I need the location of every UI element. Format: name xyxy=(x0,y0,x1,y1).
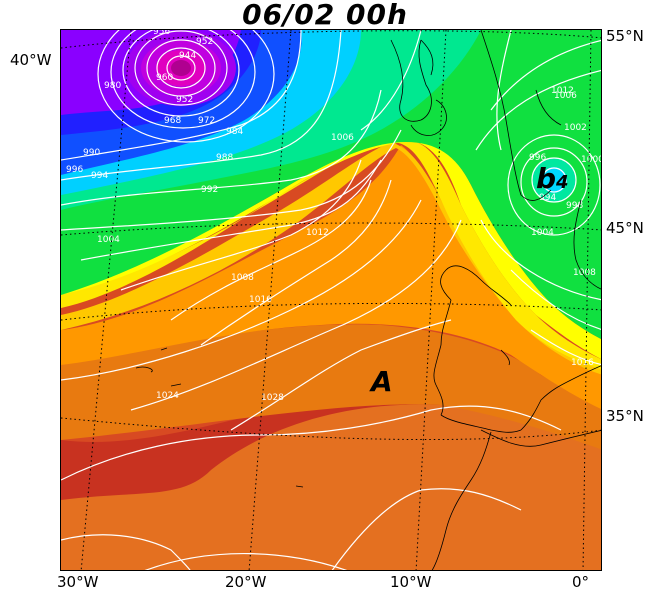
isobar-label: 994 xyxy=(539,193,556,203)
low-pressure-center: b4 xyxy=(536,162,569,195)
isobar-label: 984 xyxy=(226,127,243,137)
isobar-label: 1006 xyxy=(554,91,577,101)
low-core-center xyxy=(171,60,191,76)
isobar-label: 960 xyxy=(156,73,173,83)
low-pressure-letter: b xyxy=(536,162,557,195)
lon-label-10w: 10°W xyxy=(390,573,432,591)
isobar-label: 992 xyxy=(201,185,218,195)
color-band-gold xyxy=(61,142,601,375)
high-pressure-center: A xyxy=(371,365,393,398)
isobar-label: 1024 xyxy=(156,391,179,401)
map-title: 06/02 00h xyxy=(242,0,408,31)
lat-label-55n: 55°N xyxy=(606,27,644,45)
color-band-orange xyxy=(61,145,601,410)
isobar-label: 1016 xyxy=(571,358,594,368)
lat-label-45n: 45°N xyxy=(606,219,644,237)
isobar-label: 998 xyxy=(566,201,583,211)
isobar-label-group: 944 952 956 960 952 968 972 980 984 988 … xyxy=(66,30,602,403)
isobar-label: 1016 xyxy=(249,295,272,305)
isobar-label: 996 xyxy=(66,165,83,175)
isobar-label: 1002 xyxy=(564,123,587,133)
isobar-label: 1004 xyxy=(531,228,554,238)
isobar-label: 1028 xyxy=(261,393,284,403)
map-canvas: 944 952 956 960 952 968 972 980 984 988 … xyxy=(61,30,602,570)
isobar-label: 1004 xyxy=(97,235,120,245)
isobar-label: 968 xyxy=(164,116,181,126)
isobar-label: 988 xyxy=(216,153,233,163)
lon-label-30w: 30°W xyxy=(57,573,99,591)
isobar-label: 980 xyxy=(104,81,121,91)
graticule xyxy=(61,30,601,570)
isobars xyxy=(61,30,601,570)
low-pressure-index: 4 xyxy=(556,172,569,193)
isobar-label: 1012 xyxy=(306,228,329,238)
isobar-label: 1006 xyxy=(331,133,354,143)
isobar-label: 952 xyxy=(176,95,193,105)
isobar-label: 990 xyxy=(83,148,100,158)
isobar-label: 1008 xyxy=(231,273,254,283)
color-band-yellow xyxy=(61,140,601,359)
isobar-label: 994 xyxy=(91,171,108,181)
isobar-label: 952 xyxy=(196,37,213,47)
isobar-label: 996 xyxy=(529,153,546,163)
isobar-label: 1000 xyxy=(581,155,602,165)
color-band-orange-2 xyxy=(61,324,601,450)
lat-label-40w: 40°W xyxy=(10,51,52,69)
lon-label-0: 0° xyxy=(572,573,590,591)
isobar-label: 1008 xyxy=(573,268,596,278)
isobar-label: 1012 xyxy=(551,86,574,96)
isobar-label: 944 xyxy=(179,51,196,61)
lon-label-20w: 20°W xyxy=(225,573,267,591)
isobar-label: 956 xyxy=(153,30,170,37)
lat-label-35n: 35°N xyxy=(606,407,644,425)
low-b-inner xyxy=(541,167,567,193)
weather-map: 944 952 956 960 952 968 972 980 984 988 … xyxy=(60,29,602,571)
isobar-label: 972 xyxy=(198,116,215,126)
coastlines xyxy=(135,30,601,570)
